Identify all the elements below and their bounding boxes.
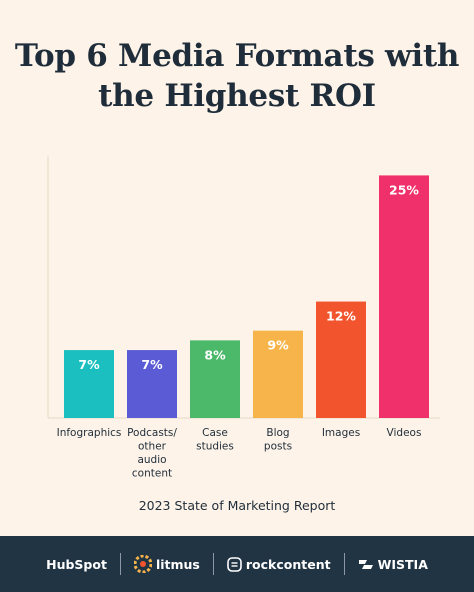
bar-value-label: 25%: [389, 182, 419, 197]
chart-title-line-1: Top 6 Media Formats with: [14, 38, 460, 74]
category-label-line: other: [138, 441, 167, 453]
category-label-line: Images: [322, 427, 360, 439]
wistia-icon: [358, 558, 374, 570]
bars-group: 7% Infographics 7% Podcasts/other audio conte…: [57, 175, 429, 480]
category-label: Videos: [387, 427, 422, 439]
category-label: Images: [322, 427, 360, 439]
bar-4: [316, 301, 366, 418]
category-label-line: Podcasts/: [127, 427, 177, 439]
bar-chart: 7% Infographics 7% Podcasts/other audio conte…: [47, 156, 440, 480]
footer-bar: HubSpot litmus rockcontent: [0, 536, 474, 592]
bar-3: [253, 330, 303, 418]
category-label-line: Infographics: [57, 427, 122, 439]
category-label: Infographics: [57, 427, 122, 439]
bar-1: [127, 350, 177, 418]
litmus-logo: litmus: [133, 555, 200, 573]
bar-2: [190, 340, 240, 418]
category-label-line: Videos: [387, 427, 422, 439]
category-label-line: posts: [264, 441, 292, 453]
wistia-logo-text: WISTIA: [377, 556, 428, 572]
rockcontent-logo-text: rockcontent: [245, 556, 331, 572]
wistia-logo: WISTIA: [358, 557, 428, 572]
rockcontent-logo: rockcontent: [227, 557, 331, 572]
category-label: Podcasts/other audio content: [127, 427, 177, 480]
chart-title-line-2: the Highest ROI: [98, 78, 376, 114]
bar-value-label: 7%: [141, 357, 163, 372]
footer-divider: [212, 553, 214, 575]
category-label: Blog posts: [264, 427, 292, 453]
category-label-line: Case: [202, 427, 228, 439]
rockcontent-icon: [227, 556, 242, 572]
bar-value-label: 9%: [267, 338, 289, 353]
bar-value-label: 12%: [326, 309, 356, 324]
bar-value-label: 8%: [204, 347, 226, 362]
category-label: Case studies: [196, 427, 234, 453]
litmus-logo-text: litmus: [155, 556, 200, 572]
bar-value-label: 7%: [78, 357, 100, 372]
category-label-line: studies: [196, 441, 234, 453]
litmus-sunburst-icon: [133, 555, 152, 573]
bar-5: [379, 175, 429, 418]
chart-title: Top 6 Media Formats with the Highest ROI: [0, 36, 474, 116]
category-label-line: content: [132, 468, 172, 480]
footer-divider: [119, 553, 121, 575]
bar-0: [64, 350, 114, 418]
hubspot-logo: HubSpot: [46, 557, 107, 572]
category-label-line: audio: [137, 454, 166, 466]
hubspot-logo-text: HubSpot: [46, 556, 107, 572]
source-note: 2023 State of Marketing Report: [138, 498, 336, 513]
footer-divider: [343, 553, 345, 575]
category-label-line: Blog: [266, 427, 289, 439]
